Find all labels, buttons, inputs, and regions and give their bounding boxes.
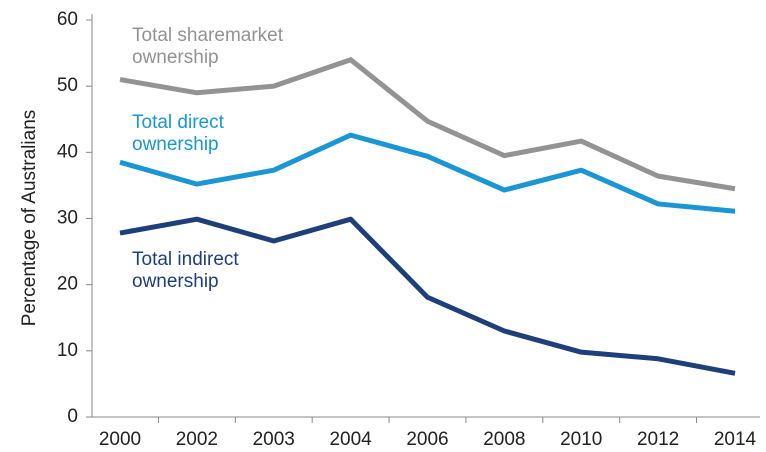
x-tick-label: 2003: [253, 429, 295, 450]
series-line: [119, 216, 736, 376]
series-label: Total direct ownership: [132, 112, 225, 155]
x-tick-label: 2000: [99, 429, 141, 450]
x-tick-label: 2004: [329, 429, 372, 450]
y-tick-label: 0: [67, 406, 78, 427]
y-tick-label: 50: [57, 75, 78, 96]
y-tick-label: 10: [57, 340, 78, 361]
series-line: [119, 132, 736, 214]
series-line: [119, 57, 736, 192]
series-label: Total sharemarket ownership: [132, 25, 284, 68]
x-tick-label: 2014: [714, 429, 757, 450]
series-label: Total indirect ownership: [132, 249, 239, 292]
x-tick-label: 2010: [560, 429, 602, 450]
y-axis-label: Percentage of Australians: [19, 110, 40, 327]
x-tick-label: 2008: [483, 429, 525, 450]
y-tick-label: 40: [57, 141, 78, 162]
x-tick-label: 2002: [176, 429, 218, 450]
x-tick-label: 2006: [406, 429, 448, 450]
y-tick-label: 20: [57, 274, 78, 295]
y-tick-label: 60: [57, 9, 78, 30]
y-tick-label: 30: [57, 208, 78, 229]
x-tick-label: 2012: [637, 429, 679, 450]
